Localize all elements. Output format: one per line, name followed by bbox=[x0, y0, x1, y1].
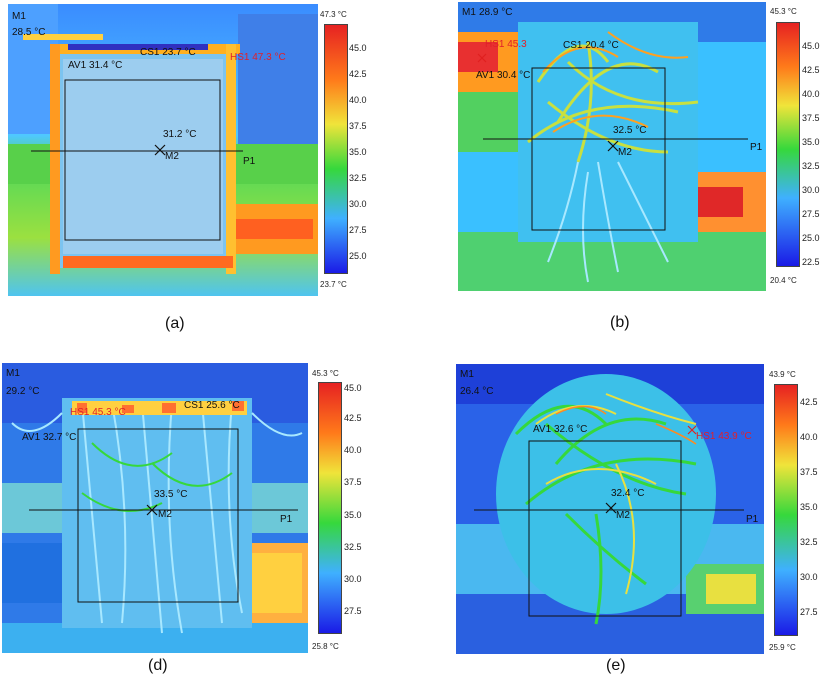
scale-max: 45.3 °C bbox=[770, 7, 797, 16]
color-scale-bar-a bbox=[324, 24, 348, 274]
av1-label: AV1 31.4 °C bbox=[68, 60, 123, 71]
av1-label: AV1 32.7 °C bbox=[22, 432, 77, 443]
m1-value: 28.5 °C bbox=[12, 27, 46, 38]
m2-value: 33.5 °C bbox=[154, 489, 188, 500]
scale-max: 45.3 °C bbox=[312, 369, 339, 378]
caption: (b) bbox=[610, 314, 630, 331]
m2-value: 31.2 °C bbox=[163, 129, 197, 140]
cs1-label: CS1 23.7 °C bbox=[140, 47, 196, 58]
av1-label: AV1 30.4 °C bbox=[476, 70, 531, 81]
tick: 27.5 bbox=[344, 606, 362, 616]
scale-max: 47.3 °C bbox=[320, 10, 347, 19]
tick: 45.0 bbox=[802, 41, 820, 51]
scale-max: 43.9 °C bbox=[769, 370, 796, 379]
tick: 40.0 bbox=[800, 432, 818, 442]
m1-label: M1 bbox=[460, 369, 474, 380]
scale-min: 20.4 °C bbox=[770, 276, 797, 285]
tick: 45.0 bbox=[349, 43, 367, 53]
av1-label: AV1 32.6 °C bbox=[533, 424, 588, 435]
tick: 27.5 bbox=[349, 225, 367, 235]
tick: 30.0 bbox=[344, 574, 362, 584]
p1-label: P1 bbox=[280, 514, 293, 525]
tick: 45.0 bbox=[344, 383, 362, 393]
scale-min: 23.7 °C bbox=[320, 280, 347, 289]
tick: 42.5 bbox=[344, 413, 362, 423]
thermal-image-b: M1 28.9 °C CS1 20.4 °C HS1 45.3 AV1 30.4… bbox=[458, 2, 766, 291]
hs1-label: HS1 45.3 bbox=[485, 39, 527, 50]
thermal-image-a: M1 28.5 °C CS1 23.7 °C HS1 47.3 °C AV1 3… bbox=[8, 4, 318, 296]
p1-label: P1 bbox=[750, 142, 763, 153]
caption: (e) bbox=[606, 657, 626, 674]
caption: (a) bbox=[165, 315, 185, 332]
tick: 30.0 bbox=[800, 572, 818, 582]
m1-label: M1 bbox=[6, 368, 20, 379]
tick: 22.5 bbox=[802, 257, 820, 267]
m1-value: 26.4 °C bbox=[460, 386, 494, 397]
scale-min: 25.8 °C bbox=[312, 642, 339, 651]
tick: 32.5 bbox=[349, 173, 367, 183]
tick: 32.5 bbox=[802, 161, 820, 171]
m2-label: M2 bbox=[165, 151, 179, 162]
m2-label: M2 bbox=[618, 147, 632, 158]
tick: 30.0 bbox=[802, 185, 820, 195]
tick: 32.5 bbox=[344, 542, 362, 552]
tick: 32.5 bbox=[800, 537, 818, 547]
tick: 35.0 bbox=[349, 147, 367, 157]
m1-value: 29.2 °C bbox=[6, 386, 40, 397]
tick: 27.5 bbox=[802, 209, 820, 219]
m2-value: 32.4 °C bbox=[611, 488, 645, 499]
cs1-label: CS1 25.6 °C bbox=[184, 400, 240, 411]
tick: 30.0 bbox=[349, 199, 367, 209]
tick: 25.0 bbox=[349, 251, 367, 261]
p1-label: P1 bbox=[243, 156, 256, 167]
cs1-label: CS1 20.4 °C bbox=[563, 40, 619, 51]
tick: 35.0 bbox=[800, 502, 818, 512]
tick: 42.5 bbox=[800, 397, 818, 407]
tick: 37.5 bbox=[800, 467, 818, 477]
tick: 42.5 bbox=[349, 69, 367, 79]
tick: 37.5 bbox=[344, 477, 362, 487]
m2-value: 32.5 °C bbox=[613, 125, 647, 136]
m1-label: M1 bbox=[12, 11, 26, 22]
hs1-label: HS1 47.3 °C bbox=[230, 52, 286, 63]
color-scale-bar-b bbox=[776, 22, 800, 267]
tick: 37.5 bbox=[349, 121, 367, 131]
thermal-image-d: M1 29.2 °C CS1 25.6 °C HS1 45.3 °C AV1 3… bbox=[2, 363, 308, 653]
p1-label: P1 bbox=[746, 514, 759, 525]
caption: (d) bbox=[148, 657, 168, 674]
m1-value: 28.9 °C bbox=[479, 7, 513, 18]
m1-label: M1 bbox=[462, 7, 476, 18]
scale-min: 25.9 °C bbox=[769, 643, 796, 652]
tick: 40.0 bbox=[344, 445, 362, 455]
color-scale-bar-d bbox=[318, 382, 342, 634]
tick: 27.5 bbox=[800, 607, 818, 617]
tick: 42.5 bbox=[802, 65, 820, 75]
tick: 25.0 bbox=[802, 233, 820, 243]
thermal-image-e: M1 26.4 °C HS1 43.9 °C AV1 32.6 °C 32.4 … bbox=[456, 364, 764, 654]
tick: 35.0 bbox=[344, 510, 362, 520]
hs1-label: HS1 45.3 °C bbox=[70, 407, 126, 418]
m2-label: M2 bbox=[616, 510, 630, 521]
m2-label: M2 bbox=[158, 509, 172, 520]
tick: 37.5 bbox=[802, 113, 820, 123]
tick: 35.0 bbox=[802, 137, 820, 147]
color-scale-bar-e bbox=[774, 384, 798, 636]
tick: 40.0 bbox=[349, 95, 367, 105]
hs1-label: HS1 43.9 °C bbox=[696, 431, 752, 442]
tick: 40.0 bbox=[802, 89, 820, 99]
